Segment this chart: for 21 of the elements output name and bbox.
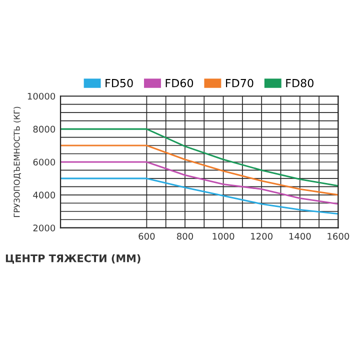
x-axis-title: ЦЕНТР ТЯЖЕСТИ (ММ) bbox=[6, 254, 140, 264]
y-axis-title: ГРУЗОПОДЪЕМНОСТЬ (КГ) bbox=[14, 106, 21, 217]
x-tick-label: 1200 bbox=[251, 232, 272, 240]
line-series bbox=[60, 161, 338, 205]
line-series bbox=[60, 178, 338, 215]
y-tick-label: 6000 bbox=[33, 158, 56, 166]
y-tick-label: 10000 bbox=[28, 92, 56, 100]
line-series bbox=[60, 144, 338, 196]
y-tick-label: 4000 bbox=[33, 192, 56, 198]
x-tick-label: 1400 bbox=[289, 232, 311, 240]
legend-label: FD50 bbox=[106, 78, 133, 88]
y-tick-label: 8000 bbox=[33, 126, 56, 133]
line-series bbox=[60, 128, 338, 187]
x-tick-label: 800 bbox=[176, 232, 194, 240]
y-tick-label: 2000 bbox=[33, 224, 56, 232]
x-tick-label: 1600 bbox=[328, 232, 350, 240]
legend-label: FD60 bbox=[166, 78, 194, 88]
legend-label: FD70 bbox=[226, 78, 254, 88]
x-tick-label: 600 bbox=[138, 232, 155, 240]
x-tick-label: 1000 bbox=[212, 232, 234, 240]
legend-label: FD80 bbox=[286, 78, 314, 88]
